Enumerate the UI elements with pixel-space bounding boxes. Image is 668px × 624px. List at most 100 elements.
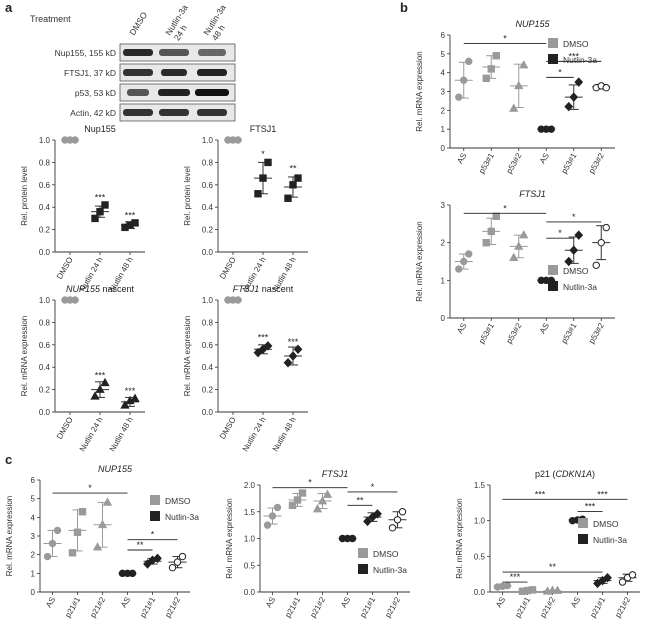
x-tick-label: p21#2 — [88, 595, 107, 619]
significance-mark: *** — [125, 210, 136, 220]
data-point — [460, 257, 468, 266]
data-point — [482, 238, 490, 247]
data-point — [569, 92, 579, 102]
significance-mark: *** — [125, 386, 136, 396]
y-tick-label: 1 — [31, 569, 36, 578]
legend-label: Nutlin-3a — [373, 565, 407, 575]
y-tick-label: 0.0 — [39, 248, 51, 257]
data-point — [293, 496, 302, 504]
data-point — [487, 65, 495, 73]
data-point — [95, 384, 105, 393]
data-point — [574, 77, 584, 87]
data-point — [289, 181, 297, 189]
data-point — [602, 84, 610, 92]
chart-title: FTSJ1 — [519, 189, 546, 199]
significance-mark: * — [151, 530, 155, 540]
y-tick-label: 0 — [441, 144, 446, 153]
blot-band — [159, 49, 189, 56]
data-point — [552, 585, 563, 594]
y-tick-label: 4 — [31, 513, 36, 522]
data-point — [263, 521, 272, 529]
data-point — [71, 136, 79, 144]
data-point — [78, 508, 87, 516]
x-tick-label: p53#1 — [560, 151, 579, 175]
y-tick-label: 1 — [441, 125, 446, 134]
y-axis-label: Rel. mRNA expression — [415, 221, 424, 301]
x-tick-label: AS — [339, 596, 352, 610]
x-tick-label: Nutlin 24 h — [78, 416, 105, 454]
y-tick-label: 0.5 — [474, 552, 486, 561]
y-tick-label: 3 — [31, 532, 36, 541]
y-tick-label: 5 — [31, 495, 36, 504]
y-tick-label: 0.4 — [39, 363, 51, 372]
x-tick-label: Nutlin 48 h — [271, 416, 298, 454]
chart-c2: 0.0 0.5 1.0 1.5 2.0 AS p21#1 p21#2 AS p21#1 p21#2 R… — [225, 469, 410, 619]
data-point — [348, 534, 357, 543]
blot-row-label: Nup155, 155 kD — [55, 48, 116, 58]
data-point — [273, 503, 282, 512]
data-point — [259, 174, 267, 182]
blot-band — [197, 69, 227, 76]
data-point — [528, 586, 537, 594]
y-tick-label: 0 — [441, 314, 446, 323]
data-point — [234, 136, 242, 144]
x-tick-label: AS — [455, 152, 468, 166]
significance-mark: ** — [289, 163, 297, 173]
data-point — [128, 569, 137, 578]
data-point — [509, 103, 519, 112]
y-tick-label: 0.8 — [39, 318, 51, 327]
data-point — [71, 296, 79, 304]
y-axis-label: Rel. mRNA expression — [183, 316, 192, 396]
y-tick-label: 1.0 — [39, 296, 51, 305]
significance-mark: *** — [535, 489, 546, 499]
x-tick-label: AS — [44, 596, 57, 610]
significance-mark: *** — [288, 337, 299, 347]
data-point — [68, 549, 77, 557]
significance-mark: * — [88, 483, 92, 493]
y-tick-label: 0.6 — [202, 341, 214, 350]
data-point — [294, 174, 302, 182]
legend-label: Nutlin-3a — [165, 512, 199, 522]
x-tick-label: p21#2 — [383, 595, 402, 619]
y-tick-label: 0.6 — [202, 181, 214, 190]
y-tick-label: 6 — [441, 31, 446, 40]
x-tick-label: AS — [264, 596, 277, 610]
y-tick-label: 1.0 — [244, 535, 256, 544]
data-point — [564, 256, 574, 267]
x-tick-label: p53#1 — [560, 321, 579, 345]
chart-title: FTSJ1 nascent — [233, 284, 294, 294]
data-point — [92, 542, 103, 551]
y-axis-label: Rel. mRNA expression — [415, 51, 424, 131]
significance-mark: *** — [258, 332, 269, 342]
data-point — [153, 553, 162, 564]
significance-mark: *** — [95, 192, 106, 202]
blot-band — [123, 69, 153, 76]
data-point — [393, 516, 402, 524]
y-axis-label: Rel. mRNA expression — [5, 496, 14, 576]
x-tick-label: AS — [119, 596, 132, 610]
legend-swatch — [358, 548, 368, 558]
x-tick-label: p53#2 — [587, 151, 606, 175]
data-point — [603, 572, 612, 583]
legend-swatch — [578, 518, 588, 528]
chart-title: FTSJ1 — [322, 469, 349, 479]
panel-label-c: c — [5, 452, 13, 467]
data-point — [168, 564, 177, 572]
data-point — [618, 578, 627, 586]
data-point — [455, 265, 463, 273]
data-point — [101, 201, 109, 209]
significance-mark: * — [503, 203, 507, 213]
blot-band — [195, 89, 229, 96]
y-tick-label: 2 — [31, 551, 36, 560]
chart-c1: 0 1 2 3 4 5 6 AS p21#1 p21#2 AS p21#1 p21#2 Rel. mRNA… — [5, 464, 199, 619]
y-tick-label: 1.5 — [244, 508, 256, 517]
x-tick-label: AS — [569, 596, 582, 610]
blot-row-label: FTSJ1, 37 kD — [64, 68, 116, 78]
data-point — [97, 519, 108, 529]
x-tick-label: p21#2 — [538, 595, 557, 619]
y-axis-label: Rel. mRNA expression — [455, 498, 464, 578]
x-tick-label: p53#2 — [587, 321, 606, 345]
data-point — [592, 261, 600, 269]
